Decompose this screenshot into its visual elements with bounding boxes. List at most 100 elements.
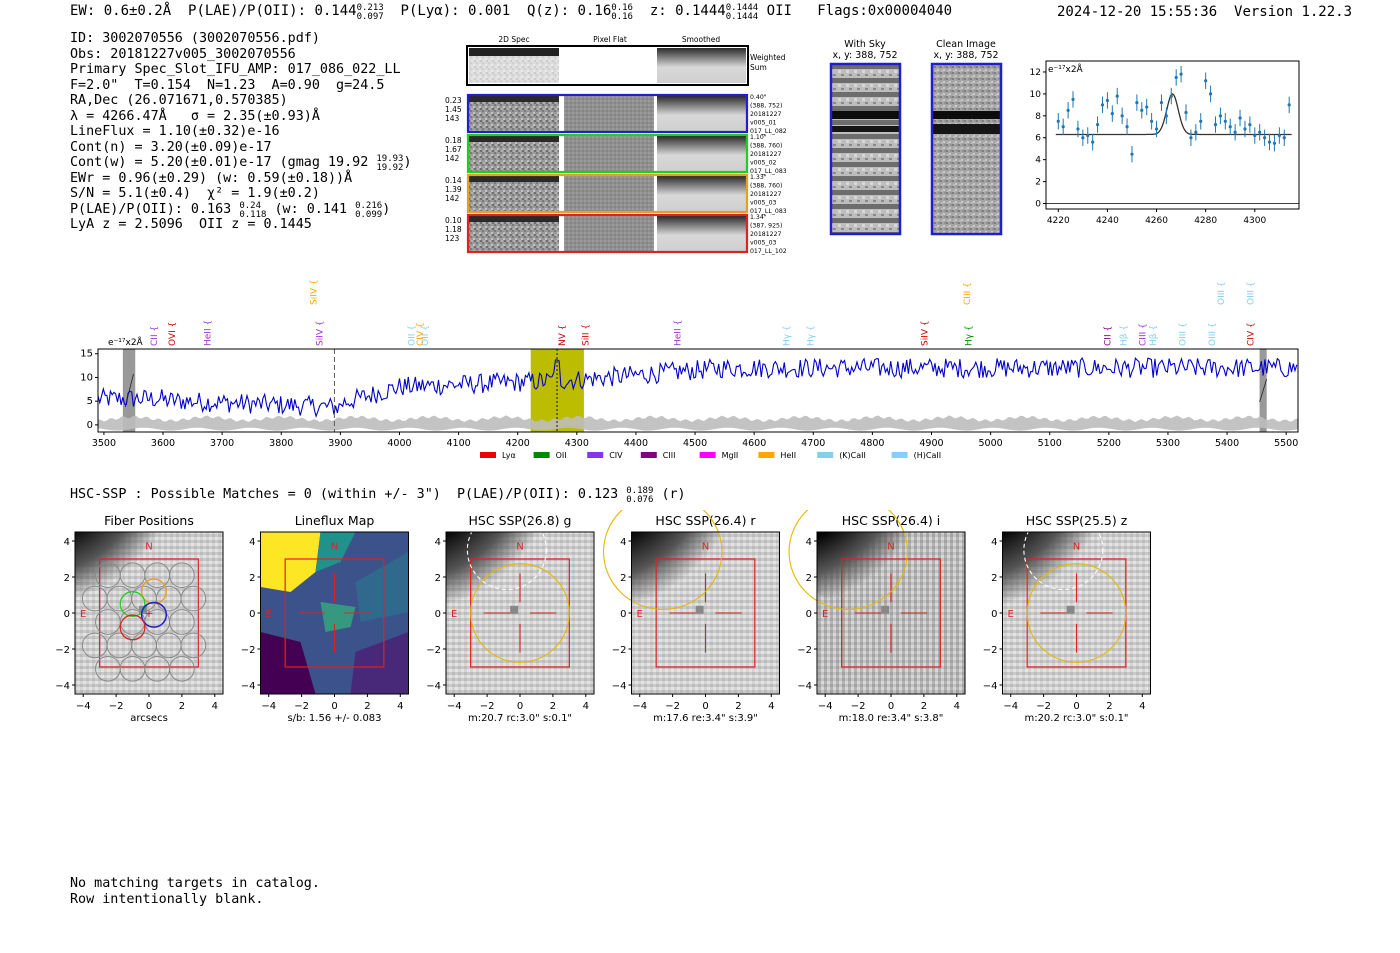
info-contn: Cont(n) = 3.20(±0.09)e-17	[70, 139, 272, 155]
cutout-frame	[466, 173, 749, 214]
fiber-circle-orange	[140, 578, 167, 605]
fiber-circle	[169, 609, 195, 635]
zoom-point	[1125, 118, 1129, 135]
info-contw: Cont(w) = 5.20(±0.01)e-17 (gmag 19.92 19…	[70, 154, 412, 173]
cutout-meta: v005_03	[750, 200, 777, 207]
emission-line-label: OIII {	[1217, 281, 1227, 305]
zoom-point	[1277, 127, 1281, 144]
full-xtick-label: 4300	[565, 438, 589, 449]
hsc-xtick-label: −2	[1036, 701, 1051, 712]
compass-n: N	[702, 542, 709, 553]
emission-line-label: Hγ {	[783, 325, 793, 346]
full-xtick-label: 5000	[979, 438, 1003, 449]
info-radec: RA,Dec (26.071671,0.570385)	[70, 93, 288, 108]
plae-value: P(LAE)/P(OII): 0.144	[188, 3, 357, 19]
zoom-xtick-label: 4280	[1194, 216, 1217, 226]
compass-n: N	[331, 542, 338, 553]
hsc-xtick-label: −2	[294, 701, 309, 712]
aperture-box	[841, 558, 941, 668]
emission-line-label: CIV {	[416, 322, 426, 346]
with-sky-xy: x, y: 388, 752	[832, 50, 897, 61]
zoom-point	[1199, 113, 1203, 130]
hsc-ytick-label: 4	[620, 537, 626, 548]
fiber-circle	[180, 632, 207, 659]
zoom-point	[1076, 120, 1080, 138]
cutout-row-value: 142	[445, 154, 460, 163]
cutout-meta: (387, 925)	[750, 223, 782, 230]
hsc-xtick-label: −2	[480, 701, 495, 712]
cutout-row-value: 0.23	[445, 96, 462, 105]
zoom-point	[1145, 98, 1149, 116]
col-2d-label: 2D Spec	[498, 35, 529, 44]
cutout-meta: (388, 760)	[750, 183, 782, 190]
legend-label: CIII	[663, 451, 676, 460]
footer-notes: No matching targets in catalog. Row inten…	[70, 876, 320, 907]
emission-line-label: CIII {	[1139, 323, 1149, 346]
zoom-point	[1100, 96, 1105, 114]
cutout-meta: 017_LL_082	[750, 128, 787, 135]
hsc-panel-title: Fiber Positions	[104, 513, 194, 528]
full-xtick-label: 4400	[624, 438, 648, 449]
hsc-xtick-label: 0	[702, 701, 708, 712]
hsc-panels: Fiber Positions + N E −4 −4 −2 −2 0 0 2 2 4 4 arcsecs L…	[55, 510, 1151, 724]
hsc-ytick-label: −4	[983, 681, 998, 692]
zoom-point	[1238, 109, 1242, 127]
fiber-circle	[169, 562, 195, 589]
zoom-point	[1091, 133, 1095, 151]
hsc-xtick-label: 4	[397, 701, 403, 712]
zoom-point	[1233, 124, 1237, 141]
plae-w-lo: 0.099	[355, 209, 383, 220]
hsc-panel: HSC SSP(26.4) r N E −4 −4 −2 −2 0 0 2 2 4 4 m:17.6 re…	[603, 510, 780, 724]
hsc-title-lo: 0.076	[626, 495, 654, 505]
full-spectrum-chart: e⁻¹⁷x2Å 0 5 10 15 3500 3600 3700 3800 3900 4000 41…	[80, 336, 1299, 460]
lineflux-peak	[320, 602, 356, 632]
z-hi: 0.1444	[725, 3, 759, 13]
hsc-xlabel: m:17.6 re:3.4" s:3.9"	[653, 713, 758, 724]
target-source	[510, 605, 519, 614]
zoom-point	[1140, 102, 1144, 119]
zoom-point	[1243, 120, 1247, 138]
footer-line2: Row intentionally blank.	[70, 891, 264, 907]
zoom-point	[1208, 85, 1213, 103]
cutout-meta: 20181227	[750, 111, 782, 118]
hsc-ytick-label: −4	[426, 681, 441, 692]
bright-source	[446, 532, 559, 612]
zoom-point	[1228, 118, 1232, 135]
qz-hi: 0.16	[611, 3, 633, 13]
emission-line-label: CIV {	[1247, 322, 1257, 346]
hsc-xtick-label: −4	[447, 701, 462, 712]
lineflux-low2	[350, 632, 409, 694]
fiber-circle	[180, 585, 207, 612]
cutout-meta: (388, 752)	[750, 103, 782, 110]
zoom-point	[1071, 91, 1075, 108]
hsc-xlabel: m:20.2 rc:3.0" s:0.1"	[1024, 713, 1128, 724]
zoom-point	[1179, 65, 1183, 83]
hsc-xtick-label: 0	[331, 701, 337, 712]
zoom-ytick-label: 4	[1035, 156, 1041, 166]
with-sky-image	[829, 62, 902, 236]
hsc-ytick-label: −2	[612, 645, 627, 656]
hsc-ytick-label: −4	[797, 681, 812, 692]
hsc-ytick-label: −4	[55, 681, 70, 692]
cutout-row-value: 143	[445, 114, 460, 123]
zoom-point	[1204, 72, 1208, 89]
info-obs: Obs: 20181227v005_3002070556	[70, 46, 296, 62]
zoom-frame	[1045, 60, 1300, 210]
full-xtick-label: 3900	[328, 438, 352, 449]
hsc-ytick-label: 0	[806, 609, 812, 620]
center-marker: +	[144, 607, 153, 620]
zoom-point	[1184, 104, 1188, 121]
compass-e: E	[266, 609, 272, 620]
hsc-panel: HSC SSP(26.4) i N E −4 −4 −2 −2 0 0 2 2 4 4 m:18.0 re…	[788, 510, 966, 724]
hsc-xtick-label: 4	[1139, 701, 1145, 712]
zoom-point	[1213, 116, 1218, 133]
full-ytick-label: 0	[87, 420, 93, 431]
hsc-panel-title: Lineflux Map	[295, 513, 375, 528]
zoom-xtick-label: 4300	[1243, 216, 1266, 226]
info-plae-hi: 0.24	[239, 200, 261, 211]
full-ytick-label: 10	[80, 372, 93, 383]
info-lineflux: LineFlux = 1.10(±0.32)e-16	[70, 124, 280, 139]
compass-e: E	[637, 609, 643, 620]
hsc-xlabel: m:18.0 re:3.4" s:3.8"	[839, 713, 944, 724]
zoom-point	[1174, 69, 1178, 86]
